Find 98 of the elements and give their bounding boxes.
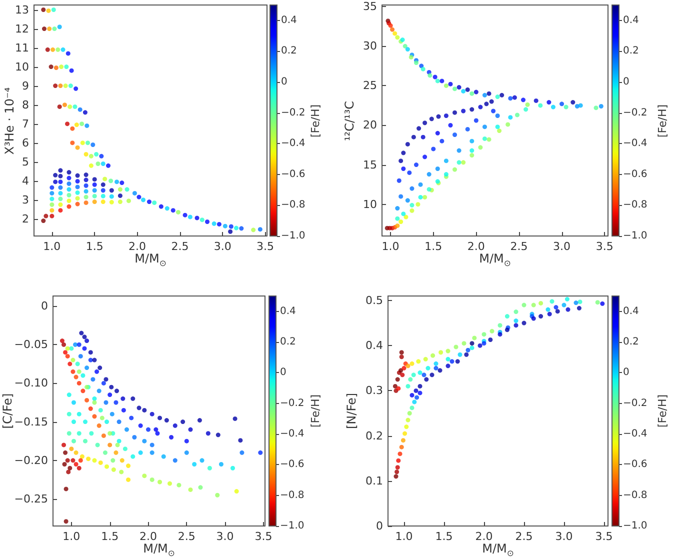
y-tick-label: 5 xyxy=(22,155,29,168)
color-bar-label: 0 xyxy=(623,367,630,378)
color-bar-label: 0.2 xyxy=(281,46,297,57)
y-axis-title: [N/Fe] xyxy=(344,392,359,430)
x-tick-label: 1.0 xyxy=(382,240,400,253)
y-tick-label: 0.1 xyxy=(366,474,383,488)
color-bar-label: 0.2 xyxy=(623,46,639,57)
color-bar-label: −0.2 xyxy=(281,107,306,118)
y-tick-label: 0.3 xyxy=(366,384,383,398)
y-tick-label: 13 xyxy=(15,3,29,16)
color-bar-label: 0.2 xyxy=(280,336,296,348)
y-tick-label: 35 xyxy=(363,0,377,14)
y-tick-label: −0.25 xyxy=(14,492,48,506)
y-tick-label: −0.20 xyxy=(14,454,48,467)
y-tick-label: 20 xyxy=(363,118,377,132)
y-tick-label: 3 xyxy=(22,193,29,206)
y-axis-title: X³He · 10⁻⁴ xyxy=(2,86,17,154)
x-tick-label: 1.5 xyxy=(435,530,453,543)
color-bar-label: −0.8 xyxy=(280,490,304,501)
x-tick-label: 1.5 xyxy=(86,240,104,253)
color-bar-label: −0.6 xyxy=(623,459,648,470)
y-tick-label: 15 xyxy=(363,158,377,172)
x-tick-label: 2.0 xyxy=(467,240,485,253)
y-tick-label: 9 xyxy=(22,79,29,92)
y-tick-label: −0.10 xyxy=(14,376,48,390)
color-bar-label: −0.4 xyxy=(623,428,648,440)
y-tick-label: 7 xyxy=(22,117,29,130)
x-tick-label: 3.0 xyxy=(553,240,571,253)
x-tick-label: 3.5 xyxy=(254,530,272,543)
y-tick-label: 12 xyxy=(15,22,29,36)
y-tick-label: 25 xyxy=(363,79,377,92)
x-axis-title: M/M$_{⊙}$ xyxy=(482,541,514,557)
color-bar-label: −0.2 xyxy=(623,398,648,409)
color-bar-label: −0.4 xyxy=(280,428,304,440)
y-axis-title: [C/Fe] xyxy=(0,393,15,429)
y-tick-label: 4 xyxy=(22,174,29,188)
y-tick-label: −0.05 xyxy=(14,338,48,352)
y-axis-title: ¹²C/¹³C xyxy=(342,100,357,141)
color-bar-label: −0.6 xyxy=(623,168,648,180)
color-bar-title: [Fe/H] xyxy=(656,394,670,428)
color-bar-label: 0.4 xyxy=(280,306,296,317)
y-tick-label: 10 xyxy=(363,198,377,211)
x-tick-label: 2.0 xyxy=(475,530,493,543)
x-tick-label: 3.5 xyxy=(256,240,274,253)
x-tick-label: 3.0 xyxy=(555,530,573,543)
x-tick-label: 2.5 xyxy=(171,240,189,253)
color-bar-label: 0.2 xyxy=(623,336,639,348)
color-bar-label: 0 xyxy=(281,76,288,88)
y-tick-label: 11 xyxy=(15,41,29,54)
x-tick-label: 2.5 xyxy=(510,240,528,253)
color-bar-label: 0.4 xyxy=(623,14,639,26)
color-bar-label: −1.0 xyxy=(280,520,304,532)
color-bar-label: −0.4 xyxy=(281,138,306,150)
color-bar-label: −0.2 xyxy=(280,398,304,409)
y-tick-label: 0.2 xyxy=(366,429,383,442)
color-bar-label: −0.8 xyxy=(281,200,306,211)
y-tick-label: 0 xyxy=(376,520,383,532)
x-tick-label: 3.5 xyxy=(596,240,614,253)
x-tick-label: 3.5 xyxy=(595,530,613,543)
x-tick-label: 1.0 xyxy=(62,530,80,543)
y-tick-label: 8 xyxy=(22,98,29,112)
x-tick-label: 3.0 xyxy=(214,240,232,253)
color-bar-label: −1.0 xyxy=(281,230,306,242)
color-bar-label: −0.6 xyxy=(280,459,304,470)
y-tick-label: 30 xyxy=(363,40,377,53)
color-bar-label: −0.2 xyxy=(623,107,648,118)
color-bar-title: [Fe/H] xyxy=(656,104,670,138)
color-bar-title: [Fe/H] xyxy=(308,104,322,138)
y-tick-label: 0.5 xyxy=(366,294,383,308)
color-bar-label: −0.8 xyxy=(623,200,648,211)
x-axis-title: M/M$_{⊙}$ xyxy=(134,251,166,268)
x-tick-label: 1.5 xyxy=(101,530,119,543)
x-axis-title: M/M$_{⊙}$ xyxy=(143,541,175,557)
y-tick-label: 10 xyxy=(15,60,29,74)
color-bar-label: −1.0 xyxy=(623,520,648,532)
y-tick-label: 0.4 xyxy=(366,339,383,352)
color-bar-label: −0.8 xyxy=(623,490,648,501)
color-bar-title: [Fe/H] xyxy=(308,394,322,428)
color-bar-label: −0.6 xyxy=(281,168,306,180)
x-tick-label: 1.0 xyxy=(395,530,413,543)
color-bar-label: 0.4 xyxy=(623,306,639,317)
color-bar-label: 0 xyxy=(623,76,630,88)
x-tick-label: 1.0 xyxy=(43,240,61,253)
x-tick-label: 3.0 xyxy=(216,530,234,543)
color-bar-label: 0 xyxy=(280,367,286,378)
color-bar-label: −1.0 xyxy=(623,230,648,242)
y-tick-label: 2 xyxy=(22,212,29,226)
x-tick-label: 2.5 xyxy=(178,530,196,543)
color-bar-label: 0.4 xyxy=(281,14,297,26)
x-tick-label: 2.0 xyxy=(128,240,146,253)
x-tick-label: 1.5 xyxy=(424,240,442,253)
x-tick-label: 2.0 xyxy=(139,530,157,543)
color-bar-label: −0.4 xyxy=(623,138,648,150)
x-tick-label: 2.5 xyxy=(515,530,533,543)
y-tick-label: −0.15 xyxy=(14,415,48,428)
x-axis-title: M/M$_{⊙}$ xyxy=(479,251,511,268)
y-tick-label: 6 xyxy=(22,136,29,150)
y-tick-label: 0 xyxy=(41,300,48,313)
